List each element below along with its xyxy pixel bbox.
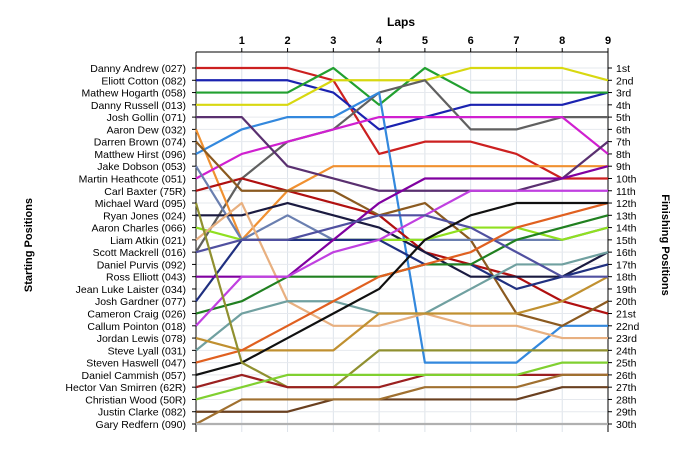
starting-label: Jean Luke Laister (034)	[76, 284, 186, 296]
y-axis-label-right: Finishing Positions	[659, 194, 671, 295]
starting-labels: Danny Andrew (027)Eliott Cotton (082)Mat…	[65, 63, 186, 431]
finishing-label: 13th	[616, 210, 637, 222]
series-line-22	[195, 214, 608, 278]
starting-label: Darren Brown (074)	[94, 137, 186, 149]
starting-label: Steve Lyall (031)	[108, 345, 186, 357]
finishing-label: 20th	[616, 296, 637, 308]
finishing-label: 4th	[616, 100, 631, 112]
series-line-25	[194, 202, 608, 389]
finishing-label: 12th	[616, 198, 637, 210]
series-lines	[194, 66, 609, 426]
finishing-label: 29th	[616, 407, 637, 419]
series-line-28	[196, 386, 608, 413]
series-line-20	[195, 189, 608, 327]
x-tick-label: 9	[605, 35, 611, 47]
finishing-label: 14th	[616, 223, 637, 235]
finishing-label: 10th	[616, 173, 637, 185]
starting-label: Aaron Charles (066)	[91, 223, 186, 235]
starting-label: Mathew Hogarth (058)	[82, 88, 186, 100]
starting-label: Matthew Hirst (096)	[94, 149, 186, 161]
series-line-29	[195, 373, 608, 425]
starting-label: Hector Van Smirren (62R)	[65, 382, 186, 394]
finishing-label: 26th	[616, 370, 637, 382]
finishing-label: 7th	[616, 137, 631, 149]
finishing-label: 24th	[616, 345, 637, 357]
series-line-27	[195, 361, 608, 401]
starting-label: Michael Ward (095)	[95, 198, 186, 210]
series-line-23	[195, 201, 609, 364]
finishing-label: 25th	[616, 358, 637, 370]
finishing-label: 3rd	[616, 88, 631, 100]
series-line-4	[196, 66, 609, 106]
finishing-label: 30th	[616, 419, 637, 431]
starting-label: Danny Andrew (027)	[90, 63, 186, 75]
series-line-26	[195, 373, 608, 389]
starting-label: Callum Pointon (018)	[87, 321, 186, 333]
series-line-2	[196, 79, 609, 131]
x-tick-label: 4	[376, 35, 383, 47]
x-tick-label: 5	[422, 35, 428, 47]
finishing-label: 19th	[616, 284, 637, 296]
finishing-label: 9th	[616, 161, 631, 173]
starting-label: Gary Redfern (090)	[96, 419, 186, 431]
finishing-labels: 1st2nd3rd4th5th6th7th8th9th10th11th12th1…	[616, 63, 640, 431]
starting-label: Liam Atkin (021)	[110, 235, 186, 247]
series-line-8	[195, 116, 609, 180]
starting-label: Daniel Cammish (057)	[82, 370, 186, 382]
finishing-label: 6th	[616, 124, 631, 136]
starting-label: Jake Dobson (053)	[97, 161, 186, 173]
finishing-label: 17th	[616, 259, 637, 271]
starting-label: Ross Elliott (043)	[106, 272, 186, 284]
x-tick-label: 2	[284, 35, 290, 47]
starting-label: Scott Mackrell (016)	[93, 247, 186, 259]
finishing-label: 15th	[616, 235, 637, 247]
finishing-label: 11th	[616, 186, 636, 198]
finishing-label: 22nd	[616, 321, 640, 333]
finishing-label: 23rd	[616, 333, 637, 345]
finishing-label: 8th	[616, 149, 631, 161]
starting-label: Christian Wood (50R)	[85, 394, 186, 406]
axes	[192, 51, 612, 432]
starting-label: Eliott Cotton (082)	[101, 75, 186, 87]
lap-ticks: 1 2 3 4 5 6 7 8 9	[239, 35, 611, 52]
x-tick-label: 3	[330, 35, 336, 47]
series-line-15	[195, 201, 608, 340]
starting-label: Josh Gollin (071)	[107, 112, 186, 124]
x-tick-label: 6	[468, 35, 474, 47]
starting-label: Ryan Jones (024)	[103, 210, 186, 222]
series-line-6	[194, 128, 608, 241]
starting-label: Steven Haswell (047)	[86, 358, 186, 370]
starting-label: Daniel Purvis (092)	[97, 259, 186, 271]
finishing-label: 28th	[616, 394, 637, 406]
x-tick-label: 8	[559, 35, 565, 47]
starting-label: Danny Russell (013)	[91, 100, 186, 112]
x-tick-label: 7	[513, 35, 519, 47]
starting-label: Josh Gardner (077)	[95, 296, 186, 308]
finishing-label: 16th	[616, 247, 637, 259]
starting-label: Justin Clarke (082)	[98, 407, 186, 419]
starting-label: Cameron Craig (026)	[87, 309, 186, 321]
x-tick-label: 1	[239, 35, 245, 47]
y-axis-label-left: Starting Positions	[23, 198, 35, 292]
starting-label: Aaron Dew (032)	[107, 124, 186, 136]
finishing-label: 2nd	[616, 75, 634, 87]
series-line-24	[195, 201, 608, 376]
starting-label: Jordan Lewis (078)	[97, 333, 186, 345]
starting-label: Carl Baxter (75R)	[104, 186, 186, 198]
finishing-label: 21st	[616, 309, 636, 321]
series-line-5	[195, 79, 608, 253]
starting-label: Martin Heathcote (051)	[79, 173, 186, 185]
finishing-label: 27th	[616, 382, 637, 394]
finishing-label: 5th	[616, 112, 631, 124]
finishing-label: 18th	[616, 272, 637, 284]
finishing-label: 1st	[616, 63, 630, 75]
series-line-11	[195, 140, 609, 327]
chart-title: Laps	[387, 15, 415, 29]
series-line-10	[195, 177, 609, 315]
